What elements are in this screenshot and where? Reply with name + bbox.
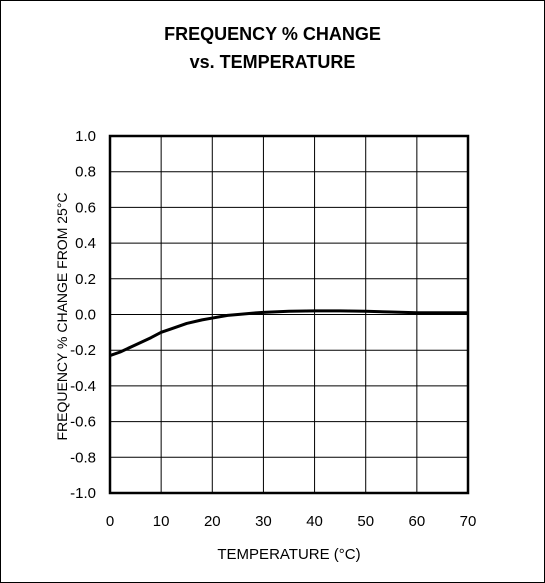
y-tick-label: -0.6 [70, 414, 96, 431]
y-tick-label: 0.0 [75, 307, 96, 324]
x-tick-label: 0 [106, 513, 114, 530]
x-tick-label: 40 [306, 513, 323, 530]
y-tick-labels: 1.0 0.8 0.6 0.4 0.2 0.0 -0.2 -0.4 -0.6 -0.8 -1.0 [70, 128, 96, 502]
y-tick-label: 0.2 [75, 271, 96, 288]
x-tick-label: 10 [153, 513, 170, 530]
x-tick-label: 70 [460, 513, 477, 530]
x-tick-label: 60 [409, 513, 426, 530]
y-tick-label: 1.0 [75, 128, 96, 145]
y-tick-label: 0.8 [75, 164, 96, 181]
y-tick-label: -0.2 [70, 342, 96, 359]
y-tick-label: 0.6 [75, 199, 96, 216]
series-line [109, 309, 468, 357]
chart-title: FREQUENCY % CHANGE [164, 24, 381, 44]
y-tick-label: -1.0 [70, 485, 96, 502]
y-axis-label: FREQUENCY % CHANGE FROM 25°C [54, 192, 70, 440]
x-tick-labels: 0 10 20 30 40 50 60 70 [106, 513, 477, 530]
plot-area-border [108, 134, 470, 495]
x-tick-label: 50 [357, 513, 374, 530]
x-axis-label: TEMPERATURE (°C) [217, 546, 360, 563]
y-tick-label: 0.4 [75, 235, 96, 252]
x-tick-label: 30 [255, 513, 272, 530]
x-tick-label: 20 [204, 513, 221, 530]
grid-lines [109, 135, 469, 494]
y-tick-label: -0.8 [70, 449, 96, 466]
y-tick-label: -0.4 [70, 378, 96, 395]
chart-subtitle: vs. TEMPERATURE [189, 52, 356, 72]
